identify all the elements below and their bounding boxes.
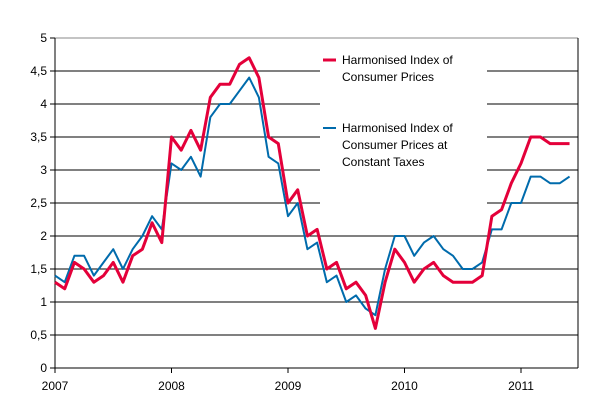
y-tick-label: 0,5 bbox=[30, 328, 47, 342]
y-tick-label: 3,5 bbox=[30, 130, 47, 144]
x-tick-label: 2007 bbox=[42, 379, 69, 393]
y-tick-label: 2 bbox=[40, 229, 47, 243]
x-tick-label: 2008 bbox=[158, 379, 185, 393]
x-tick-label: 2011 bbox=[508, 379, 534, 393]
legend-label: Consumer Prices bbox=[342, 70, 434, 84]
legend-label: Harmonised Index of bbox=[342, 121, 453, 135]
legend-label: Harmonised Index of bbox=[342, 53, 453, 67]
y-tick-label: 4 bbox=[40, 97, 47, 111]
y-tick-label: 3 bbox=[40, 163, 47, 177]
legend-label: Consumer Prices at bbox=[342, 138, 448, 152]
legend-label: Constant Taxes bbox=[342, 155, 425, 169]
series-line-hicp-constant-taxes bbox=[54, 76, 571, 317]
y-tick-label: 1,5 bbox=[30, 262, 47, 276]
y-tick-label: 4,5 bbox=[30, 64, 47, 78]
y-tick-label: 5 bbox=[40, 31, 47, 45]
y-tick-label: 1 bbox=[40, 295, 47, 309]
x-tick-label: 2010 bbox=[391, 379, 418, 393]
y-tick-label: 2,5 bbox=[30, 196, 47, 210]
series-line-hicp bbox=[54, 56, 570, 330]
x-tick-label: 2009 bbox=[275, 379, 302, 393]
y-tick-label: 0 bbox=[40, 361, 47, 375]
